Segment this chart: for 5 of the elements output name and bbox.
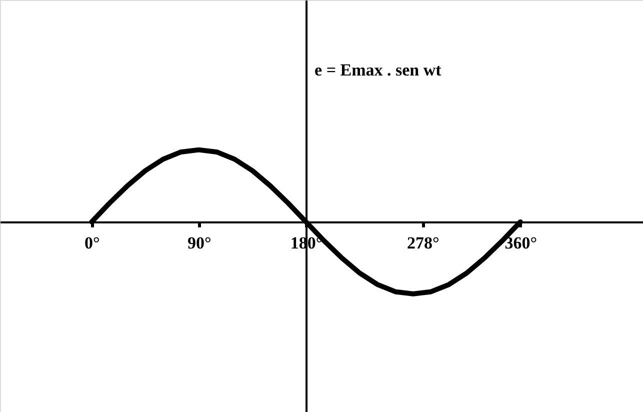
x-tick-label: 278° (407, 233, 440, 252)
x-tick-label: 0° (84, 233, 100, 252)
x-tick-label: 90° (187, 233, 212, 252)
y-axis-title: e = Emax . sen wt (314, 60, 442, 80)
x-tick-label: 360° (504, 233, 538, 252)
